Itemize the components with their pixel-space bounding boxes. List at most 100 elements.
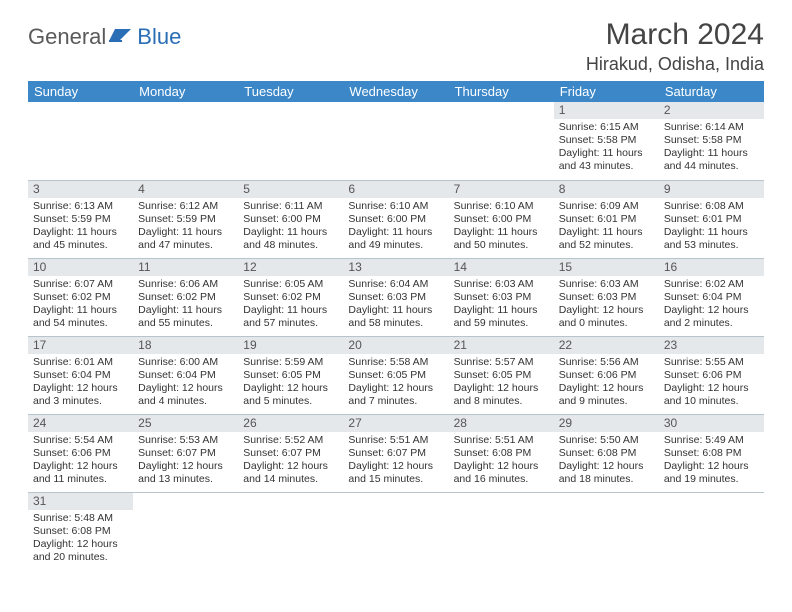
daylight-line: Daylight: 12 hours and 2 minutes. bbox=[664, 304, 759, 330]
daylight-line: Daylight: 11 hours and 44 minutes. bbox=[664, 147, 759, 173]
sunrise-line: Sunrise: 5:49 AM bbox=[664, 434, 759, 447]
sunrise-line: Sunrise: 6:07 AM bbox=[33, 278, 128, 291]
calendar-cell: 4Sunrise: 6:12 AMSunset: 5:59 PMDaylight… bbox=[133, 180, 238, 258]
sunset-line: Sunset: 6:05 PM bbox=[454, 369, 549, 382]
day-details: Sunrise: 5:58 AMSunset: 6:05 PMDaylight:… bbox=[343, 354, 448, 412]
day-details: Sunrise: 6:08 AMSunset: 6:01 PMDaylight:… bbox=[659, 198, 764, 256]
day-number: 17 bbox=[28, 337, 133, 354]
day-details: Sunrise: 5:49 AMSunset: 6:08 PMDaylight:… bbox=[659, 432, 764, 490]
day-details: Sunrise: 6:03 AMSunset: 6:03 PMDaylight:… bbox=[449, 276, 554, 334]
day-details: Sunrise: 6:09 AMSunset: 6:01 PMDaylight:… bbox=[554, 198, 659, 256]
weekday-header: Wednesday bbox=[343, 81, 448, 102]
daylight-line: Daylight: 11 hours and 48 minutes. bbox=[243, 226, 338, 252]
calendar-cell-empty bbox=[343, 492, 448, 570]
sunrise-line: Sunrise: 6:04 AM bbox=[348, 278, 443, 291]
calendar-cell: 29Sunrise: 5:50 AMSunset: 6:08 PMDayligh… bbox=[554, 414, 659, 492]
sunset-line: Sunset: 6:06 PM bbox=[664, 369, 759, 382]
sunrise-line: Sunrise: 6:01 AM bbox=[33, 356, 128, 369]
sunset-line: Sunset: 6:01 PM bbox=[559, 213, 654, 226]
calendar-row: 24Sunrise: 5:54 AMSunset: 6:06 PMDayligh… bbox=[28, 414, 764, 492]
calendar-cell: 22 Sunrise: 5:56 AMSunset: 6:06 PMDayligh… bbox=[554, 336, 659, 414]
calendar-cell: 6Sunrise: 6:10 AMSunset: 6:00 PMDaylight… bbox=[343, 180, 448, 258]
calendar-row: 10Sunrise: 6:07 AMSunset: 6:02 PMDayligh… bbox=[28, 258, 764, 336]
calendar-cell-empty bbox=[449, 492, 554, 570]
daylight-line: Daylight: 12 hours and 16 minutes. bbox=[454, 460, 549, 486]
day-details: Sunrise: 5:51 AMSunset: 6:07 PMDaylight:… bbox=[343, 432, 448, 490]
sunrise-line: Sunrise: 6:10 AM bbox=[454, 200, 549, 213]
sunset-line: Sunset: 6:03 PM bbox=[454, 291, 549, 304]
header-row: General Blue March 2024 Hirakud, Odisha,… bbox=[28, 18, 764, 75]
sunrise-line: Sunrise: 5:53 AM bbox=[138, 434, 233, 447]
day-number: 9 bbox=[659, 181, 764, 198]
day-number: 30 bbox=[659, 415, 764, 432]
sunset-line: Sunset: 5:58 PM bbox=[664, 134, 759, 147]
sunset-line: Sunset: 6:07 PM bbox=[138, 447, 233, 460]
calendar-cell: 14Sunrise: 6:03 AMSunset: 6:03 PMDayligh… bbox=[449, 258, 554, 336]
sunrise-line: Sunrise: 5:50 AM bbox=[559, 434, 654, 447]
calendar-head: SundayMondayTuesdayWednesdayThursdayFrid… bbox=[28, 81, 764, 102]
sunset-line: Sunset: 6:03 PM bbox=[348, 291, 443, 304]
day-details: Sunrise: 6:07 AMSunset: 6:02 PMDaylight:… bbox=[28, 276, 133, 334]
day-details: Sunrise: 6:06 AMSunset: 6:02 PMDaylight:… bbox=[133, 276, 238, 334]
daylight-line: Daylight: 11 hours and 52 minutes. bbox=[559, 226, 654, 252]
day-number: 13 bbox=[343, 259, 448, 276]
daylight-line: Daylight: 11 hours and 45 minutes. bbox=[33, 226, 128, 252]
weekday-header: Tuesday bbox=[238, 81, 343, 102]
sunset-line: Sunset: 6:04 PM bbox=[664, 291, 759, 304]
daylight-line: Daylight: 11 hours and 53 minutes. bbox=[664, 226, 759, 252]
calendar-cell-empty bbox=[238, 492, 343, 570]
sunrise-line: Sunrise: 5:51 AM bbox=[348, 434, 443, 447]
sunset-line: Sunset: 6:04 PM bbox=[33, 369, 128, 382]
day-number: 28 bbox=[449, 415, 554, 432]
sunset-line: Sunset: 6:05 PM bbox=[243, 369, 338, 382]
daylight-line: Daylight: 11 hours and 47 minutes. bbox=[138, 226, 233, 252]
day-number: 21 bbox=[449, 337, 554, 354]
day-number: 3 bbox=[28, 181, 133, 198]
calendar-row: 17 Sunrise: 6:01 AMSunset: 6:04 PM Dayligh… bbox=[28, 336, 764, 414]
calendar-cell-empty bbox=[133, 102, 238, 180]
calendar-cell: 19Sunrise: 5:59 AMSunset: 6:05 PMDayligh… bbox=[238, 336, 343, 414]
sunset-line: Sunset: 6:06 PM bbox=[559, 369, 654, 382]
sunrise-line: Sunrise: 5:56 AM bbox=[559, 356, 654, 369]
daylight-line: Daylight: 12 hours and 15 minutes. bbox=[348, 460, 443, 486]
calendar-cell-empty bbox=[133, 492, 238, 570]
daylight-line: Daylight: 12 hours and 19 minutes. bbox=[664, 460, 759, 486]
page-title: March 2024 bbox=[586, 18, 764, 52]
brand-word-1: General bbox=[28, 24, 106, 50]
sunset-line: Sunset: 6:07 PM bbox=[348, 447, 443, 460]
location-label: Hirakud, Odisha, India bbox=[586, 54, 764, 75]
day-details: Sunrise: 5:59 AMSunset: 6:05 PMDaylight:… bbox=[238, 354, 343, 412]
daylight-line: Daylight: 12 hours and 9 minutes. bbox=[559, 382, 654, 408]
sunrise-line: Sunrise: 6:15 AM bbox=[559, 121, 654, 134]
calendar-cell-empty bbox=[28, 102, 133, 180]
daylight-line: Daylight: 12 hours and 5 minutes. bbox=[243, 382, 338, 408]
sunrise-line: Sunrise: 5:52 AM bbox=[243, 434, 338, 447]
calendar-cell: 8Sunrise: 6:09 AMSunset: 6:01 PMDaylight… bbox=[554, 180, 659, 258]
day-number: 19 bbox=[238, 337, 343, 354]
daylight-line: Daylight: 12 hours and 7 minutes. bbox=[348, 382, 443, 408]
sunrise-line: Sunrise: 5:55 AM bbox=[664, 356, 759, 369]
sunrise-line: Sunrise: 6:05 AM bbox=[243, 278, 338, 291]
day-number: 10 bbox=[28, 259, 133, 276]
day-details: Sunrise: 6:13 AMSunset: 5:59 PMDaylight:… bbox=[28, 198, 133, 256]
day-number: 22 bbox=[554, 337, 659, 354]
calendar-cell: 17Sunrise: 6:01 AMSunset: 6:04 PMDayligh… bbox=[28, 336, 133, 414]
day-number: 5 bbox=[238, 181, 343, 198]
sunset-line: Sunset: 6:00 PM bbox=[243, 213, 338, 226]
sunrise-line: Sunrise: 6:03 AM bbox=[454, 278, 549, 291]
day-number: 31 bbox=[28, 493, 133, 510]
day-details: Sunrise: 5:55 AMSunset: 6:06 PMDaylight:… bbox=[659, 354, 764, 412]
sunset-line: Sunset: 6:08 PM bbox=[33, 525, 128, 538]
calendar-cell: 18Sunrise: 6:00 AMSunset: 6:04 PMDayligh… bbox=[133, 336, 238, 414]
daylight-line: Daylight: 11 hours and 50 minutes. bbox=[454, 226, 549, 252]
day-details: Sunrise: 5:53 AMSunset: 6:07 PMDaylight:… bbox=[133, 432, 238, 490]
calendar-cell: 21Sunrise: 5:57 AMSunset: 6:05 PMDayligh… bbox=[449, 336, 554, 414]
sunrise-line: Sunrise: 5:59 AM bbox=[243, 356, 338, 369]
calendar-cell: 25Sunrise: 5:53 AMSunset: 6:07 PMDayligh… bbox=[133, 414, 238, 492]
calendar-cell-empty bbox=[343, 102, 448, 180]
day-number: 26 bbox=[238, 415, 343, 432]
calendar-cell-empty bbox=[659, 492, 764, 570]
sunset-line: Sunset: 6:00 PM bbox=[454, 213, 549, 226]
sunrise-line: Sunrise: 6:10 AM bbox=[348, 200, 443, 213]
calendar-cell: 20Sunrise: 5:58 AMSunset: 6:05 PMDayligh… bbox=[343, 336, 448, 414]
